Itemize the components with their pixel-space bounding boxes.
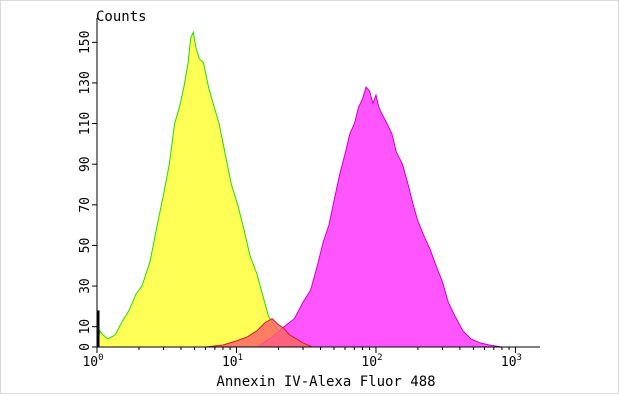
x-tick-label: 101 [222, 353, 243, 370]
y-tick-label: 50 [78, 238, 93, 254]
y-tick-label: 90 [78, 156, 93, 172]
y-axis-label: Counts [96, 9, 147, 25]
ticks-layer: 0 10 30 50 70 90 110 130 150 100 101 102 103 [78, 31, 522, 370]
y-tick-label: 150 [78, 31, 93, 54]
axes-layer [96, 18, 540, 348]
y-tick-label: 30 [78, 278, 93, 294]
x-tick-label: 100 [82, 353, 103, 370]
x-tick-label: 102 [361, 353, 382, 370]
y-tick-label: 10 [78, 319, 93, 335]
y-tick-label: 70 [78, 197, 93, 213]
y-tick-label: 0 [78, 343, 93, 351]
series-layer [96, 30, 502, 348]
series-2-area [205, 317, 313, 348]
x-axis-label: Annexin IV-Alexa Fluor 488 [216, 374, 435, 390]
x-tick-label: 103 [501, 353, 522, 370]
series-1-area [255, 85, 502, 348]
y-tick-label: 110 [78, 112, 93, 135]
y-tick-label: 130 [78, 71, 93, 94]
series-0-area [96, 30, 321, 348]
